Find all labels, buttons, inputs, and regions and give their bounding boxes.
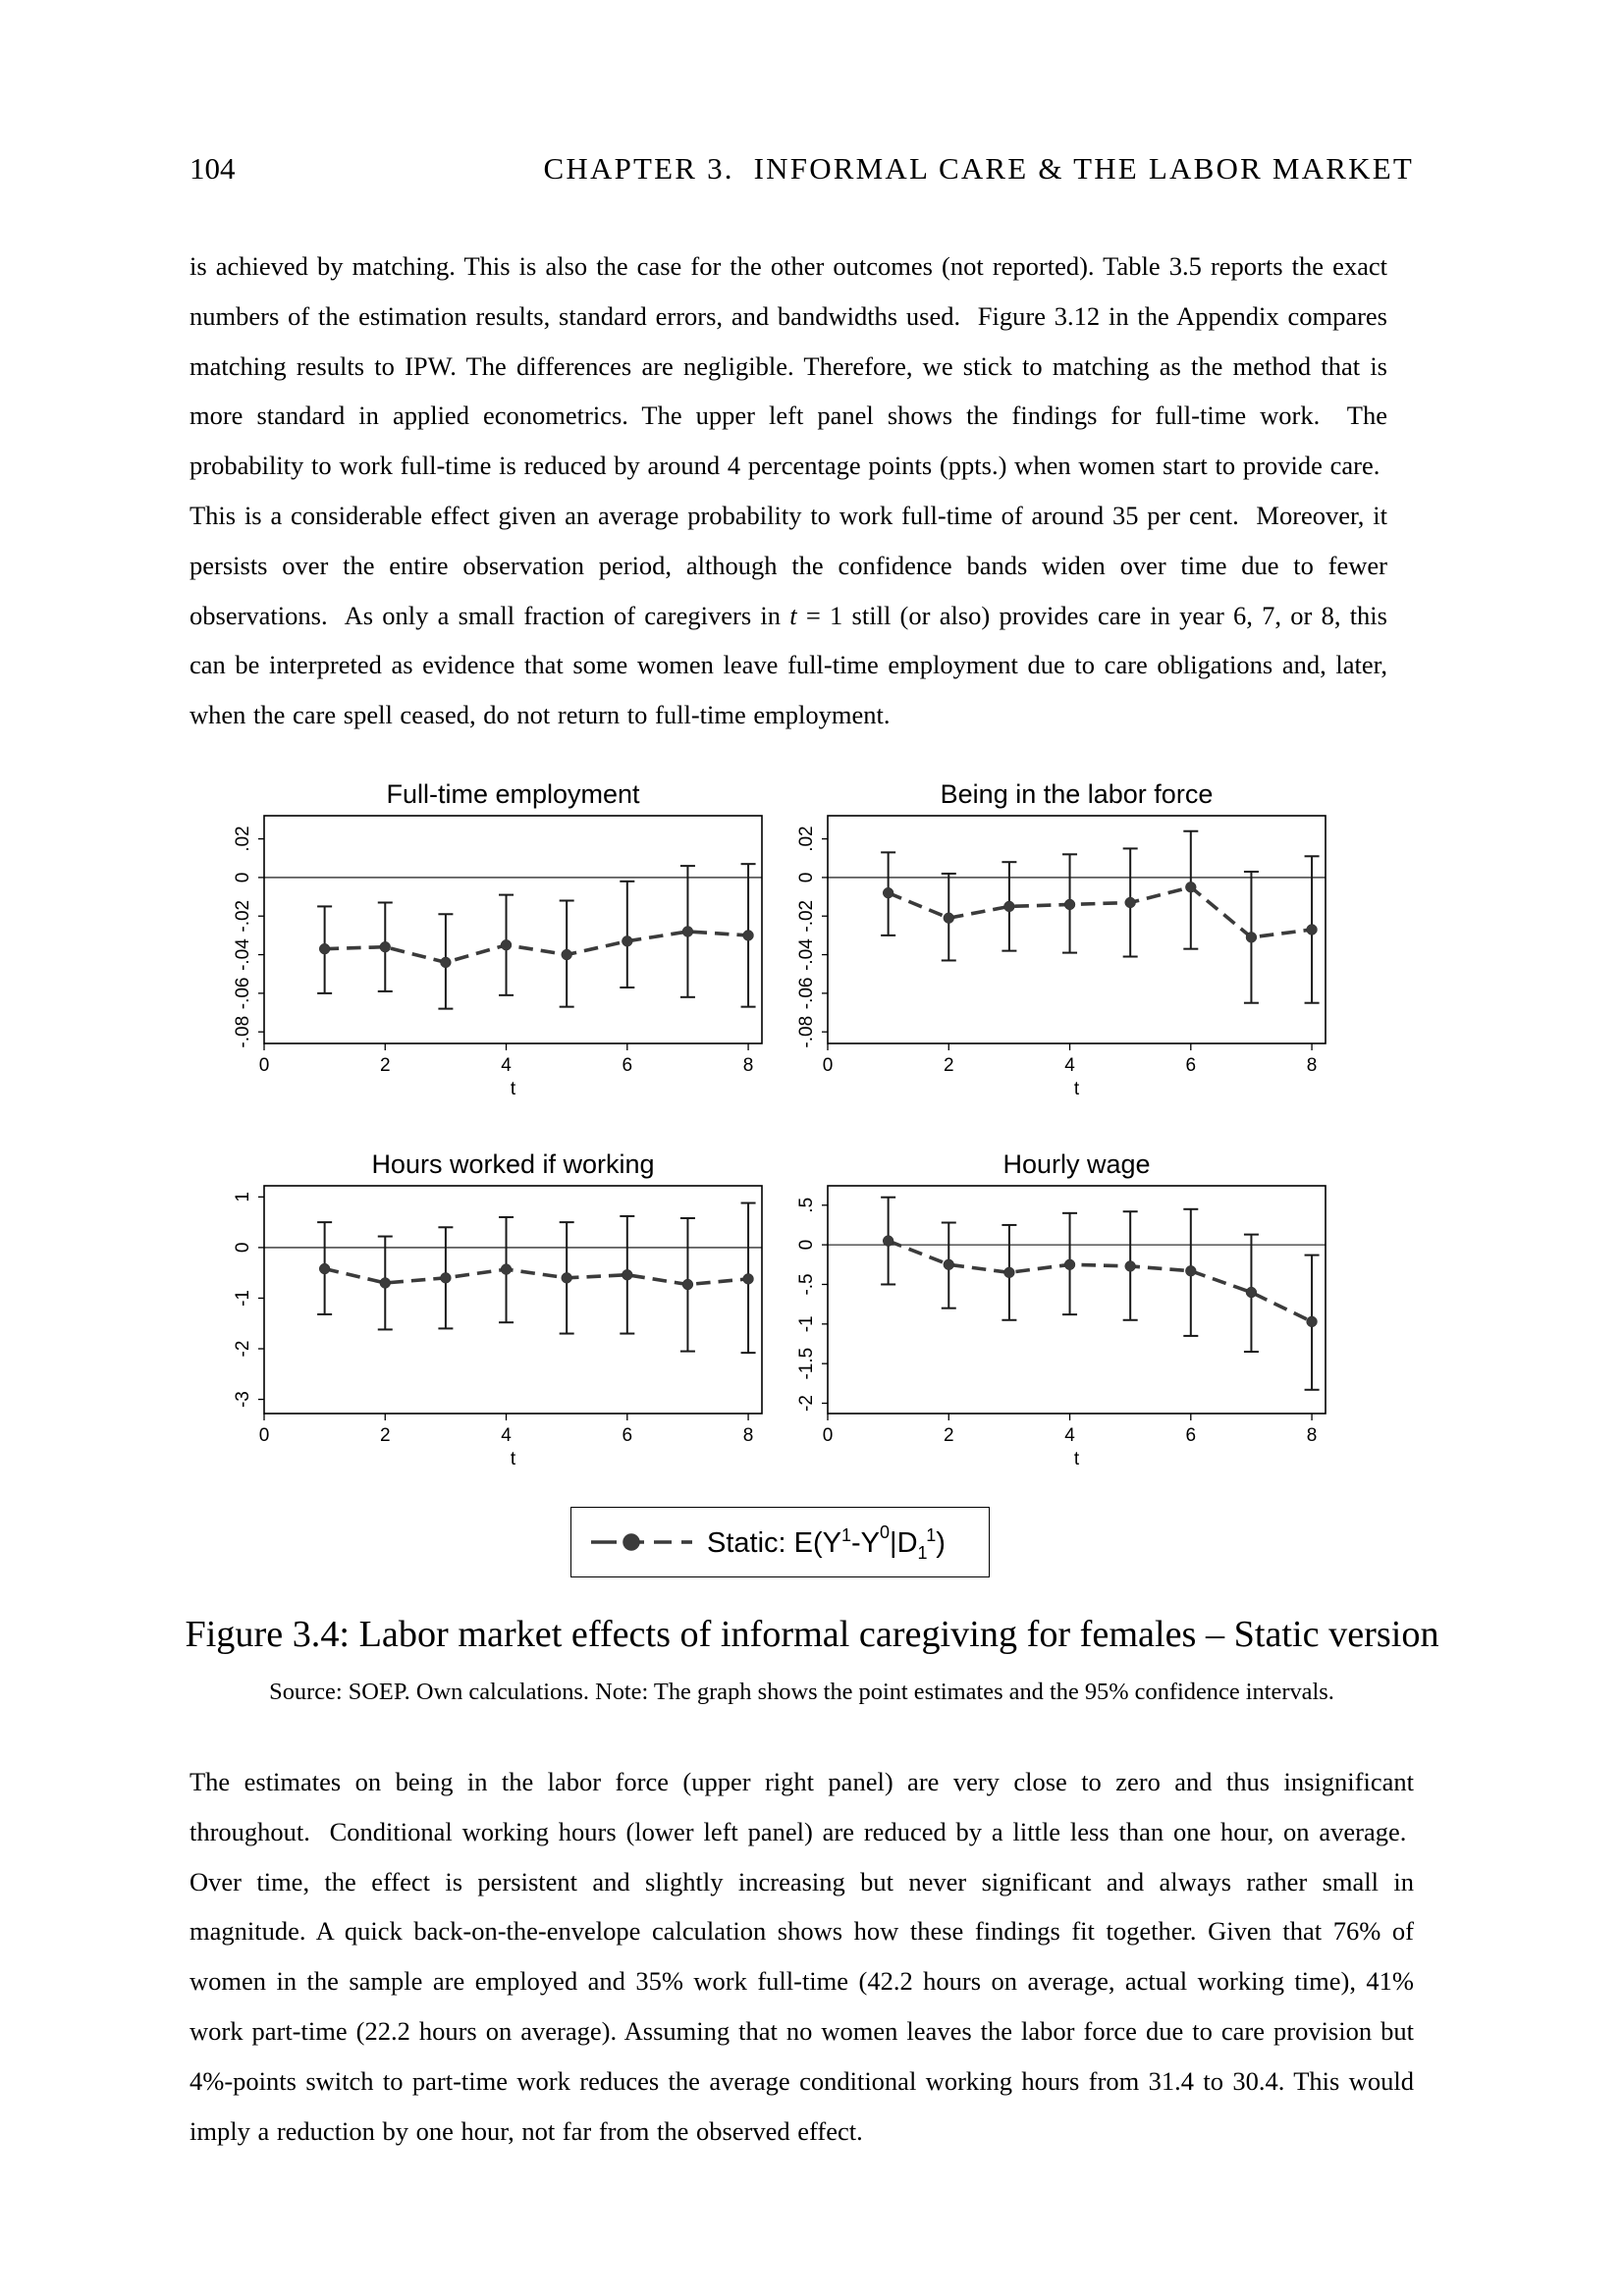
svg-text:0: 0 [823, 1425, 834, 1446]
svg-text:4: 4 [501, 1055, 512, 1076]
svg-text:6: 6 [1186, 1425, 1197, 1446]
svg-text:6: 6 [622, 1055, 632, 1076]
svg-text:.5: .5 [796, 1198, 817, 1213]
svg-text:6: 6 [1186, 1055, 1197, 1076]
svg-text:2: 2 [944, 1425, 954, 1446]
svg-text:0: 0 [796, 872, 817, 882]
svg-text:-.06: -.06 [796, 977, 817, 1009]
svg-text:8: 8 [742, 1425, 753, 1446]
svg-text:Full-time employment: Full-time employment [386, 779, 640, 809]
svg-text:-2: -2 [796, 1395, 817, 1412]
svg-text:-.5: -.5 [796, 1274, 817, 1296]
svg-text:Being in the labor force: Being in the labor force [941, 779, 1214, 809]
svg-text:-.02: -.02 [233, 899, 253, 932]
svg-text:.02: .02 [233, 826, 253, 851]
svg-text:2: 2 [944, 1055, 954, 1076]
svg-text:8: 8 [1307, 1425, 1318, 1446]
svg-text:8: 8 [1307, 1055, 1318, 1076]
svg-text:4: 4 [501, 1425, 512, 1446]
svg-text:t: t [510, 1079, 515, 1099]
svg-text:8: 8 [742, 1055, 753, 1076]
svg-text:-.08: -.08 [233, 1015, 253, 1047]
svg-text:-.04: -.04 [233, 937, 253, 970]
svg-text:t: t [1074, 1079, 1080, 1099]
svg-text:-1.5: -1.5 [796, 1348, 817, 1380]
svg-text:1: 1 [233, 1192, 253, 1202]
svg-text:.02: .02 [796, 826, 817, 851]
svg-text:2: 2 [380, 1425, 391, 1446]
svg-text:0: 0 [258, 1055, 269, 1076]
svg-text:t: t [1074, 1449, 1080, 1469]
svg-text:-.04: -.04 [796, 937, 817, 970]
svg-text:Hourly wage: Hourly wage [1003, 1149, 1151, 1179]
svg-text:0: 0 [796, 1240, 817, 1251]
svg-text:4: 4 [1064, 1055, 1075, 1076]
svg-text:Hours worked if working: Hours worked if working [371, 1149, 654, 1179]
svg-text:0: 0 [823, 1055, 834, 1076]
svg-text:-1: -1 [796, 1316, 817, 1333]
svg-text:-.02: -.02 [796, 899, 817, 932]
svg-text:-1: -1 [233, 1290, 253, 1307]
svg-text:-2: -2 [233, 1341, 253, 1358]
svg-text:-.06: -.06 [233, 977, 253, 1009]
svg-text:0: 0 [233, 1243, 253, 1254]
svg-text:6: 6 [622, 1425, 632, 1446]
svg-text:0: 0 [233, 872, 253, 882]
svg-text:4: 4 [1064, 1425, 1075, 1446]
svg-text:0: 0 [258, 1425, 269, 1446]
svg-text:Static: E(Y1-Y0|D11): Static: E(Y1-Y0|D11) [707, 1522, 946, 1563]
svg-text:-.08: -.08 [796, 1015, 817, 1047]
svg-text:-3: -3 [233, 1391, 253, 1408]
svg-text:2: 2 [380, 1055, 391, 1076]
svg-text:t: t [510, 1449, 515, 1469]
